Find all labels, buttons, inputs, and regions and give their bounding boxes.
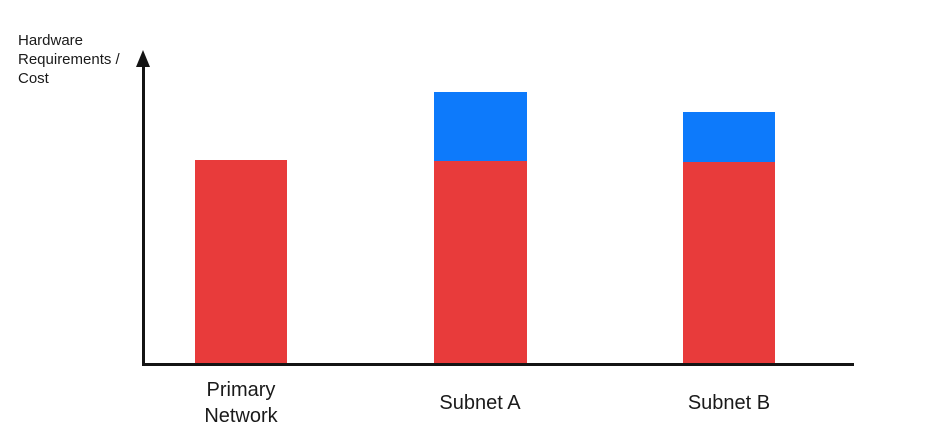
y-axis-label-line-1: Hardware bbox=[18, 32, 84, 49]
y-axis-line bbox=[142, 60, 145, 366]
y-axis-label-line-2: Requirements / bbox=[18, 51, 120, 68]
bar-subnet-a bbox=[434, 92, 527, 363]
bar-subnet-b-base-segment bbox=[683, 162, 775, 363]
y-axis-arrow-icon bbox=[136, 50, 150, 67]
bar-primary-network bbox=[195, 160, 287, 363]
y-axis-label: Hardware Requirements / Cost bbox=[18, 31, 158, 88]
bar-primary-network-base-segment bbox=[195, 160, 287, 363]
category-label-subnet-b: Subnet B bbox=[687, 392, 771, 414]
bar-subnet-a-additional-segment bbox=[434, 92, 527, 161]
y-axis-label-line-3: Cost bbox=[18, 70, 49, 87]
bar-subnet-b-additional-segment bbox=[683, 112, 775, 162]
bar-subnet-a-base-segment bbox=[434, 161, 527, 363]
bar-subnet-b bbox=[683, 112, 775, 363]
x-axis-line bbox=[143, 363, 854, 366]
category-label-subnet-a: Subnet A bbox=[439, 392, 521, 414]
category-label-primary-network: Primary Network bbox=[204, 379, 278, 427]
